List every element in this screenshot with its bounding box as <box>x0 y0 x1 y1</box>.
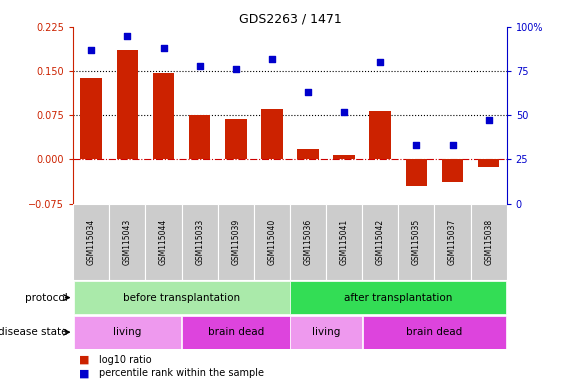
Text: living: living <box>113 327 141 337</box>
Point <box>376 59 385 65</box>
Bar <box>291 316 362 349</box>
Text: living: living <box>312 327 340 337</box>
Point <box>123 33 132 39</box>
Bar <box>405 159 427 186</box>
Text: GSM115038: GSM115038 <box>484 219 493 265</box>
Bar <box>218 204 254 280</box>
Title: GDS2263 / 1471: GDS2263 / 1471 <box>239 13 341 26</box>
Point <box>412 142 421 148</box>
Bar <box>189 115 211 159</box>
Text: log10 ratio: log10 ratio <box>99 355 151 365</box>
Text: GSM115040: GSM115040 <box>267 219 276 265</box>
Bar <box>182 316 289 349</box>
Text: ■: ■ <box>79 368 90 378</box>
Bar <box>261 109 283 159</box>
Bar <box>117 50 138 159</box>
Point <box>448 142 457 148</box>
Bar <box>297 149 319 159</box>
Text: protocol: protocol <box>25 293 68 303</box>
Text: ■: ■ <box>79 355 90 365</box>
Text: GSM115037: GSM115037 <box>448 219 457 265</box>
Bar <box>225 119 247 159</box>
Text: brain dead: brain dead <box>208 327 264 337</box>
Bar <box>145 204 181 280</box>
Text: percentile rank within the sample: percentile rank within the sample <box>99 368 263 378</box>
Bar <box>363 316 506 349</box>
Bar <box>290 204 326 280</box>
Bar <box>471 204 507 280</box>
Bar <box>109 204 145 280</box>
Bar <box>399 204 435 280</box>
Bar <box>254 204 290 280</box>
Text: disease state: disease state <box>0 327 68 337</box>
Text: GSM115044: GSM115044 <box>159 219 168 265</box>
Text: GSM115033: GSM115033 <box>195 219 204 265</box>
Bar <box>181 204 218 280</box>
Point <box>484 118 493 124</box>
Bar <box>291 281 506 314</box>
Text: GSM115041: GSM115041 <box>339 219 348 265</box>
Bar <box>478 159 499 167</box>
Text: GSM115034: GSM115034 <box>87 219 96 265</box>
Point <box>267 56 276 62</box>
Point <box>159 45 168 51</box>
Text: GSM115042: GSM115042 <box>376 219 385 265</box>
Text: brain dead: brain dead <box>406 327 463 337</box>
Text: GSM115035: GSM115035 <box>412 219 421 265</box>
Point <box>339 109 348 115</box>
Bar <box>153 73 175 159</box>
Bar <box>333 155 355 159</box>
Point <box>87 47 96 53</box>
Text: GSM115043: GSM115043 <box>123 219 132 265</box>
Bar <box>74 316 181 349</box>
Point <box>195 63 204 69</box>
Point <box>303 89 312 95</box>
Text: GSM115039: GSM115039 <box>231 219 240 265</box>
Bar <box>441 159 463 182</box>
Bar <box>326 204 362 280</box>
Bar <box>369 111 391 159</box>
Bar <box>81 78 102 159</box>
Bar <box>435 204 471 280</box>
Text: before transplantation: before transplantation <box>123 293 240 303</box>
Bar <box>362 204 399 280</box>
Bar <box>74 281 289 314</box>
Bar <box>73 204 109 280</box>
Text: GSM115036: GSM115036 <box>303 219 312 265</box>
Point <box>231 66 240 72</box>
Text: after transplantation: after transplantation <box>344 293 453 303</box>
